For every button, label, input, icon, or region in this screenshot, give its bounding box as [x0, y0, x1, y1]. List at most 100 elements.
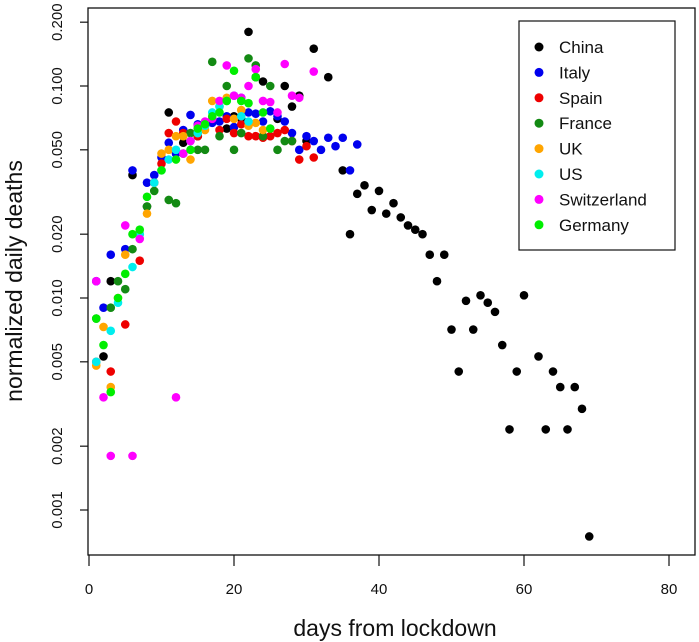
data-point: [120, 250, 130, 260]
x-tick-label: 0: [85, 581, 93, 598]
data-point: [570, 382, 580, 392]
data-point: [236, 105, 246, 115]
data-point: [113, 293, 123, 303]
data-point: [207, 111, 217, 121]
data-point: [236, 96, 246, 106]
data-point: [389, 198, 398, 208]
data-point: [128, 451, 137, 461]
data-point: [251, 109, 261, 119]
data-point: [244, 27, 253, 37]
data-point: [236, 119, 246, 129]
data-point: [91, 276, 101, 286]
data-point: [396, 213, 406, 222]
data-point: [142, 192, 152, 202]
data-point: [555, 382, 565, 392]
data-point: [316, 145, 326, 155]
data-point: [186, 136, 195, 146]
data-point: [120, 269, 130, 279]
data-point: [519, 290, 529, 300]
data-point: [106, 326, 116, 336]
data-point: [432, 276, 442, 286]
data-point: [236, 111, 246, 121]
data-point: [178, 131, 188, 141]
data-point: [106, 367, 116, 376]
data-point: [251, 64, 261, 74]
data-point: [323, 72, 333, 82]
data-point: [99, 303, 108, 313]
data-point: [258, 108, 268, 117]
data-point: [367, 205, 377, 215]
data-point: [99, 322, 108, 332]
x-tick-label: 80: [661, 581, 678, 598]
data-point: [381, 209, 391, 218]
data-point: [106, 250, 116, 260]
legend-marker: [534, 194, 544, 204]
data-point: [149, 178, 159, 187]
data-point: [222, 124, 232, 133]
legend-label: Spain: [559, 89, 602, 108]
data-point: [280, 136, 290, 146]
legend-label: France: [559, 114, 612, 133]
data-point: [294, 155, 304, 164]
data-point: [280, 81, 290, 91]
data-point: [345, 166, 355, 175]
data-point: [454, 367, 464, 376]
y-tick-label: 0.005: [49, 343, 66, 381]
data-point: [193, 145, 203, 155]
legend: China Italy Spain France UK US Switzerland Germ…: [518, 20, 676, 251]
data-point: [164, 155, 174, 164]
data-point: [99, 340, 108, 350]
data-point: [403, 221, 413, 230]
legend-box: [518, 20, 676, 251]
data-point: [410, 225, 420, 234]
data-point: [128, 244, 137, 254]
data-point: [273, 108, 282, 117]
data-point: [99, 393, 108, 402]
data-point: [505, 425, 514, 434]
data-point: [120, 284, 130, 294]
data-point: [135, 256, 145, 265]
data-point: [418, 229, 427, 239]
legend-marker: [534, 169, 544, 179]
data-point: [244, 117, 253, 126]
y-axis-title: normalized daily deaths: [1, 160, 27, 402]
data-point: [142, 178, 152, 187]
data-point: [229, 66, 239, 76]
data-point: [439, 250, 449, 260]
data-point: [294, 145, 304, 155]
plot-frame: [87, 7, 696, 556]
data-point: [215, 117, 224, 126]
data-point: [331, 141, 340, 151]
data-point: [244, 54, 253, 63]
data-point: [229, 114, 239, 124]
data-point: [222, 61, 232, 70]
data-point: [265, 81, 275, 91]
data-point: [171, 117, 181, 126]
data-point: [215, 108, 224, 117]
data-point: [352, 189, 362, 199]
data-point: [251, 72, 261, 82]
data-point: [251, 118, 261, 128]
data-point: [120, 221, 130, 230]
y-axis: 0.001 0.002 0.005 0.010 0.020 0.050 0.100 0.200: [49, 3, 88, 529]
data-point: [222, 96, 232, 106]
data-point: [186, 110, 195, 120]
data-point: [265, 106, 275, 116]
data-point: [374, 186, 384, 196]
data-point: [215, 131, 224, 141]
data-point: [164, 108, 174, 117]
data-point: [222, 114, 232, 124]
data-point: [447, 325, 456, 334]
data-point: [164, 138, 174, 148]
data-point: [229, 122, 239, 132]
data-point: [200, 145, 210, 155]
data-point: [171, 198, 181, 208]
data-point: [534, 352, 543, 361]
data-point: [164, 145, 174, 155]
legend-label: US: [559, 165, 583, 184]
data-point: [229, 145, 239, 155]
y-tick-label: 0.200: [49, 3, 66, 41]
data-point: [258, 96, 268, 106]
data-point: [461, 296, 471, 306]
data-point: [294, 93, 304, 103]
